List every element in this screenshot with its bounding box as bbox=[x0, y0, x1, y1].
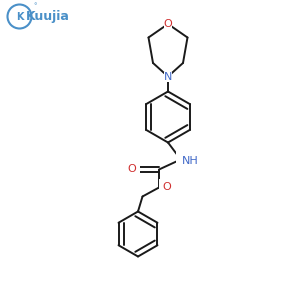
Text: O: O bbox=[162, 182, 171, 193]
Text: NH: NH bbox=[182, 155, 198, 166]
Text: O: O bbox=[164, 19, 172, 29]
Text: Kuujia: Kuujia bbox=[26, 10, 70, 23]
Text: N: N bbox=[164, 71, 172, 82]
Text: °: ° bbox=[33, 3, 37, 9]
Text: K: K bbox=[16, 11, 23, 22]
Text: O: O bbox=[128, 164, 136, 175]
